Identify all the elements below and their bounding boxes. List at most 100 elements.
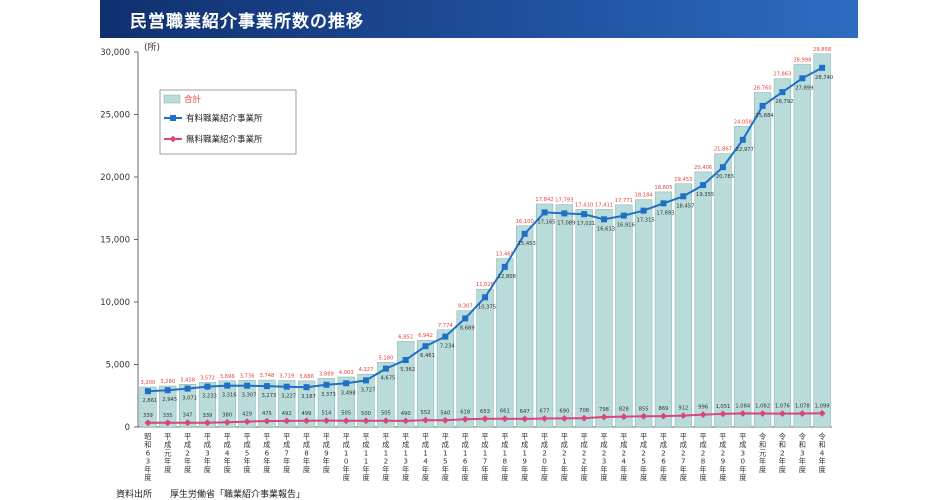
point-paid — [799, 75, 806, 82]
bar-total — [496, 258, 514, 428]
point-paid — [204, 383, 211, 390]
data-label-free: 855 — [639, 406, 649, 412]
x-tick-label: 平成 1 1 年度 — [362, 432, 369, 482]
point-paid — [244, 382, 251, 389]
bar-total — [337, 376, 355, 428]
data-label-paid: 12,808 — [498, 274, 516, 280]
y-tick-label: 0 — [125, 423, 130, 433]
page-title: 民営職業紹介事業所数の推移 — [130, 12, 364, 32]
source-text: 厚生労働省「職業紹介事業報告」 — [170, 490, 306, 500]
data-label-total: 3,572 — [200, 375, 215, 381]
x-tick-label: 平成 1 0 年度 — [343, 432, 350, 482]
y-tick-label: 10,000 — [100, 298, 130, 308]
x-tick-label: 平成 2 8 年度 — [699, 432, 706, 482]
point-paid — [561, 210, 568, 217]
data-label-free: 335 — [163, 413, 173, 419]
point-free — [243, 418, 251, 425]
point-paid — [442, 333, 449, 340]
point-free — [204, 419, 211, 427]
data-label-total: 3,696 — [220, 374, 235, 380]
bar-total — [198, 382, 217, 428]
bar-total — [238, 380, 256, 428]
point-free — [461, 415, 469, 423]
data-label-free: 677 — [540, 409, 550, 415]
data-label-total: 17,842 — [535, 197, 553, 203]
point-free — [541, 415, 548, 422]
point-paid — [144, 388, 151, 395]
data-label-paid: 3,373 — [321, 392, 336, 398]
data-label-total: 21,867 — [714, 147, 732, 153]
data-label-paid: 17,165 — [537, 219, 555, 225]
bar-total — [159, 385, 177, 428]
point-free — [759, 410, 766, 417]
legend-marker-free — [169, 135, 177, 143]
x-tick-label: 平成 6 年度 — [263, 432, 270, 474]
legend-label-total: 合計 — [184, 94, 202, 105]
x-tick-label: 平成 1 8 年度 — [501, 432, 508, 482]
data-label-free: 475 — [262, 411, 272, 417]
x-tick-label: 平成 2 0 年度 — [541, 432, 548, 482]
data-label-paid: 28,740 — [815, 75, 833, 81]
data-label-total: 17,410 — [575, 202, 593, 208]
data-label-paid: 10,375 — [478, 304, 496, 310]
series-free: 339 335 347 339 380 429 475 492 499 514 505 500 505 4… — [143, 403, 830, 427]
bar-total — [258, 379, 276, 428]
series-paid: 2,861 2,945 3,071 3,233 3,316 3,307 3,273 3,227… — [142, 64, 833, 404]
data-label-free: 514 — [321, 411, 332, 417]
data-label-free: 647 — [520, 409, 530, 415]
point-paid — [660, 200, 667, 207]
point-free — [422, 416, 429, 424]
data-label-free: 505 — [381, 411, 391, 417]
data-label-free: 828 — [619, 407, 629, 413]
data-label-paid: 17,893 — [656, 210, 674, 216]
point-free — [303, 417, 310, 425]
point-paid — [184, 385, 191, 392]
point-paid — [819, 64, 826, 71]
x-tick-label: 平成 2 1 年度 — [561, 432, 568, 482]
data-label-total: 7,774 — [438, 323, 454, 329]
data-label-free: 339 — [143, 413, 153, 419]
data-label-total: 18,184 — [635, 193, 654, 199]
data-label-paid: 3,233 — [202, 394, 217, 400]
y-tick-label: 30,000 — [100, 48, 130, 58]
data-label-paid: 3,187 — [301, 394, 316, 400]
data-label-total: 17,411 — [595, 202, 613, 208]
data-label-free: 500 — [361, 411, 371, 417]
data-label-paid: 3,727 — [361, 387, 376, 393]
point-free — [481, 415, 489, 423]
point-free — [223, 418, 231, 426]
data-label-total: 27,863 — [773, 72, 791, 78]
x-tick-label: 平成 1 2 年度 — [382, 432, 389, 482]
data-label-paid: 6,461 — [420, 353, 435, 359]
point-free — [402, 417, 410, 425]
bar-total — [654, 191, 673, 428]
data-label-free: 690 — [559, 408, 569, 414]
bar-total — [535, 203, 554, 428]
point-free — [739, 410, 747, 417]
point-free — [779, 410, 786, 417]
point-paid — [719, 164, 726, 171]
point-paid — [521, 230, 528, 237]
point-free — [640, 412, 647, 420]
point-free — [620, 413, 628, 421]
total-labels: 3,200 3,280 3,418 3,572 3,696 3,736 3,748 3,719… — [140, 47, 831, 386]
legend-label-paid: 有料職業紹介事業所 — [186, 113, 263, 124]
data-label-free: 996 — [698, 405, 708, 411]
bar-total — [555, 204, 573, 428]
point-paid — [462, 315, 469, 322]
data-label-free: 380 — [222, 412, 232, 418]
data-label-free: 505 — [341, 411, 351, 417]
point-paid — [283, 383, 290, 390]
x-tick-label: 平成 4 年度 — [224, 432, 231, 474]
data-label-paid: 3,273 — [261, 393, 276, 399]
data-label-free: 499 — [302, 411, 312, 417]
data-label-total: 17,771 — [615, 198, 633, 204]
x-tick-label: 令和 3 年度 — [799, 432, 806, 474]
data-label-total: 3,686 — [299, 374, 314, 380]
x-tick-label: 平成 2 3 年度 — [600, 432, 607, 482]
data-label-total: 3,200 — [140, 380, 155, 386]
data-label-total: 3,719 — [279, 374, 294, 380]
y-tick-label: 20,000 — [100, 173, 130, 183]
data-label-total: 5,180 — [378, 355, 393, 361]
